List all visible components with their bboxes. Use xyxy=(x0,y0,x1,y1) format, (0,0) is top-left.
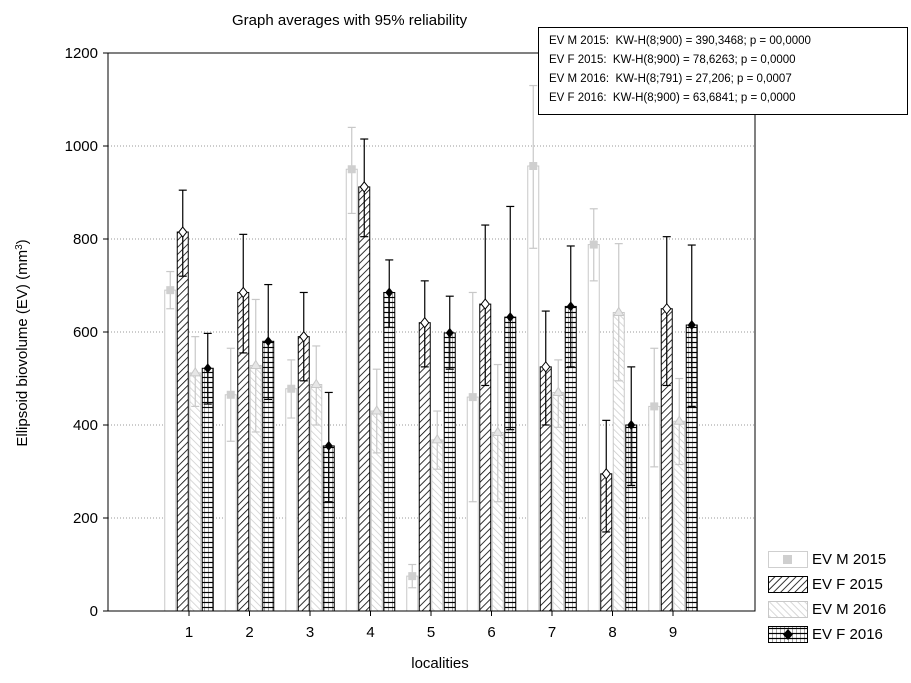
x-axis-label: localities xyxy=(411,655,469,672)
mean-marker xyxy=(178,226,188,238)
x-tick-label: 6 xyxy=(487,624,495,641)
chart-title: Graph averages with 95% reliability xyxy=(232,12,468,29)
bar-ev-f-2015-1 xyxy=(176,231,189,612)
legend-item-ev-m-2015: EV M 2015 xyxy=(768,547,911,572)
x-tick-label: 7 xyxy=(548,624,556,641)
x-tick-label: 8 xyxy=(608,624,616,641)
y-tick-label: 800 xyxy=(73,231,98,248)
bar-ev-f-2016-1 xyxy=(201,367,214,612)
bar-ev-m-2016-1 xyxy=(189,372,202,612)
legend-swatch-ev-m-2016 xyxy=(768,601,808,618)
mean-marker xyxy=(226,390,235,399)
bar-ev-f-2016-4 xyxy=(383,291,396,612)
mean-marker xyxy=(370,405,383,415)
legend-label-ev-f-2015: EV F 2015 xyxy=(812,576,883,593)
x-tick-label: 5 xyxy=(427,624,435,641)
mean-marker xyxy=(310,378,323,389)
mean-marker xyxy=(468,393,477,402)
mean-marker xyxy=(249,359,262,369)
y-tick-label: 0 xyxy=(90,603,98,620)
stats-line-3: EV M 2016: KW-H(8;791) = 27,206; p = 0,0… xyxy=(549,73,792,85)
x-tick-label: 4 xyxy=(366,624,374,641)
bar-ev-m-2015-1 xyxy=(164,289,177,612)
mean-marker xyxy=(189,366,202,377)
y-tick-label: 400 xyxy=(73,417,98,434)
legend-swatch-ev-f-2015 xyxy=(768,576,808,593)
x-tick-label: 9 xyxy=(669,624,677,641)
mean-marker xyxy=(408,572,417,581)
y-axis-label: Ellipsoid biovolume (EV) (mm3) xyxy=(14,239,32,446)
mean-marker xyxy=(566,301,575,312)
mean-marker xyxy=(238,286,248,299)
legend-swatch-ev-f-2016 xyxy=(768,626,808,643)
mean-marker xyxy=(506,312,515,323)
mean-marker xyxy=(287,384,296,393)
plot-frame xyxy=(107,52,756,612)
mean-marker xyxy=(541,361,551,373)
y-tick-label: 600 xyxy=(73,324,98,341)
mean-marker xyxy=(491,426,504,436)
mean-marker xyxy=(627,420,636,430)
mean-marker xyxy=(673,415,686,425)
mean-marker xyxy=(324,440,333,451)
legend-item-ev-f-2016: EV F 2016 xyxy=(768,622,911,647)
mean-marker xyxy=(662,302,672,315)
mean-marker xyxy=(203,363,212,374)
bar-ev-m-2015-8 xyxy=(587,244,600,612)
stats-line-1: EV M 2015: KW-H(8;900) = 390,3468; p = 0… xyxy=(549,35,811,47)
mean-marker xyxy=(612,306,625,316)
legend-label-ev-m-2016: EV M 2016 xyxy=(812,601,887,618)
y-tick-label: 1200 xyxy=(65,45,98,62)
y-tick-label: 200 xyxy=(73,510,98,527)
bar-ev-m-2015-3 xyxy=(285,388,298,612)
mean-marker xyxy=(687,320,696,331)
legend-label-ev-m-2015: EV M 2015 xyxy=(812,551,887,568)
mean-marker xyxy=(166,286,175,295)
legend-item-ev-f-2015: EV F 2015 xyxy=(768,572,911,597)
legend-label-ev-f-2016: EV F 2016 xyxy=(812,626,883,643)
y-tick-label: 1000 xyxy=(65,138,98,155)
mean-marker xyxy=(420,316,430,329)
mean-marker xyxy=(529,161,538,170)
x-tick-label: 3 xyxy=(306,624,314,641)
mean-marker xyxy=(445,327,454,338)
stats-box: EV M 2015: KW-H(8;900) = 390,3468; p = 0… xyxy=(538,27,908,115)
legend-swatch-ev-m-2015 xyxy=(768,551,808,568)
legend-item-ev-m-2016: EV M 2016 xyxy=(768,597,911,622)
stats-line-2: EV F 2015: KW-H(8;900) = 78,6263; p = 0,… xyxy=(549,54,796,66)
mean-marker xyxy=(264,336,273,347)
bar-ev-f-2015-4 xyxy=(358,186,371,612)
mean-marker xyxy=(589,240,598,249)
mean-marker xyxy=(359,181,369,193)
bar-ev-m-2015-4 xyxy=(345,168,358,612)
mean-marker xyxy=(480,298,490,310)
mean-marker xyxy=(552,386,565,396)
x-tick-label: 2 xyxy=(245,624,253,641)
mean-marker xyxy=(650,402,659,411)
mean-marker xyxy=(385,287,394,298)
bar-ev-f-2016-5 xyxy=(443,332,456,612)
mean-marker xyxy=(431,433,444,444)
mean-marker xyxy=(299,330,309,343)
mean-marker xyxy=(347,165,356,174)
stats-line-4: EV F 2016: KW-H(8;900) = 63,6841; p = 0,… xyxy=(549,92,796,104)
legend: EV M 2015 EV F 2015 EV M 2016 EV F 2016 xyxy=(768,547,911,647)
x-tick-label: 1 xyxy=(185,624,193,641)
mean-marker xyxy=(601,468,611,480)
